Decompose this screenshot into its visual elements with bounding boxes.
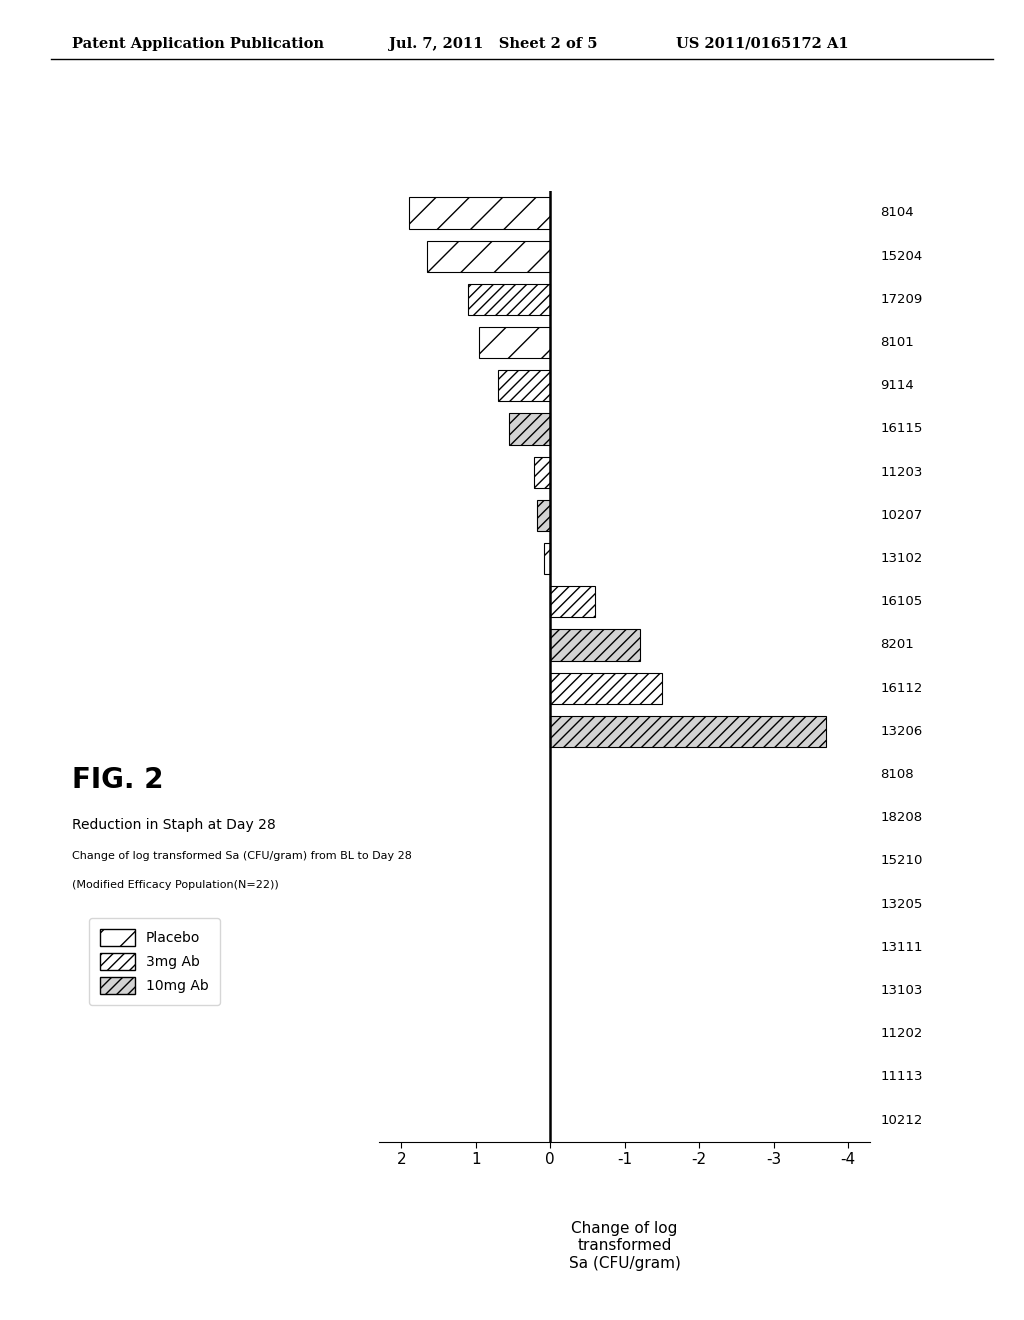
Text: 16105: 16105 bbox=[881, 595, 923, 609]
Bar bbox=[550, 715, 825, 747]
Bar bbox=[509, 413, 550, 445]
Bar bbox=[409, 198, 550, 228]
Text: Patent Application Publication: Patent Application Publication bbox=[72, 37, 324, 51]
Text: Change of log transformed Sa (CFU/gram) from BL to Day 28: Change of log transformed Sa (CFU/gram) … bbox=[72, 851, 412, 862]
Text: 13111: 13111 bbox=[881, 941, 923, 954]
Bar bbox=[550, 673, 662, 704]
Text: 13206: 13206 bbox=[881, 725, 923, 738]
Text: 10207: 10207 bbox=[881, 510, 923, 521]
Text: 16115: 16115 bbox=[881, 422, 923, 436]
Text: 8101: 8101 bbox=[881, 337, 914, 348]
Text: 8108: 8108 bbox=[881, 768, 913, 781]
Text: 11202: 11202 bbox=[881, 1027, 923, 1040]
Bar bbox=[427, 240, 550, 272]
Text: 8201: 8201 bbox=[881, 639, 914, 652]
Text: US 2011/0165172 A1: US 2011/0165172 A1 bbox=[676, 37, 849, 51]
Bar bbox=[537, 500, 550, 531]
Text: 10212: 10212 bbox=[881, 1114, 923, 1127]
Text: 9114: 9114 bbox=[881, 379, 914, 392]
Bar bbox=[550, 630, 640, 660]
Text: 13102: 13102 bbox=[881, 552, 923, 565]
Text: 15204: 15204 bbox=[881, 249, 923, 263]
Text: 11113: 11113 bbox=[881, 1071, 923, 1084]
Text: 8104: 8104 bbox=[881, 206, 913, 219]
Text: FIG. 2: FIG. 2 bbox=[72, 766, 163, 793]
Text: 13103: 13103 bbox=[881, 985, 923, 997]
Text: (Modified Efficacy Population(N=22)): (Modified Efficacy Population(N=22)) bbox=[72, 880, 279, 891]
Bar bbox=[534, 457, 550, 488]
Text: 11203: 11203 bbox=[881, 466, 923, 479]
Text: Change of log
transformed
Sa (CFU/gram): Change of log transformed Sa (CFU/gram) bbox=[568, 1221, 681, 1271]
Text: 17209: 17209 bbox=[881, 293, 923, 306]
Bar bbox=[479, 327, 550, 358]
Bar bbox=[468, 284, 550, 315]
Legend: Placebo, 3mg Ab, 10mg Ab: Placebo, 3mg Ab, 10mg Ab bbox=[89, 917, 220, 1005]
Bar bbox=[498, 370, 550, 401]
Bar bbox=[550, 586, 595, 618]
Text: 13205: 13205 bbox=[881, 898, 923, 911]
Text: 15210: 15210 bbox=[881, 854, 923, 867]
Bar bbox=[544, 543, 550, 574]
Text: 18208: 18208 bbox=[881, 812, 923, 824]
Text: Jul. 7, 2011   Sheet 2 of 5: Jul. 7, 2011 Sheet 2 of 5 bbox=[389, 37, 598, 51]
Text: 16112: 16112 bbox=[881, 681, 923, 694]
Text: Reduction in Staph at Day 28: Reduction in Staph at Day 28 bbox=[72, 818, 275, 833]
